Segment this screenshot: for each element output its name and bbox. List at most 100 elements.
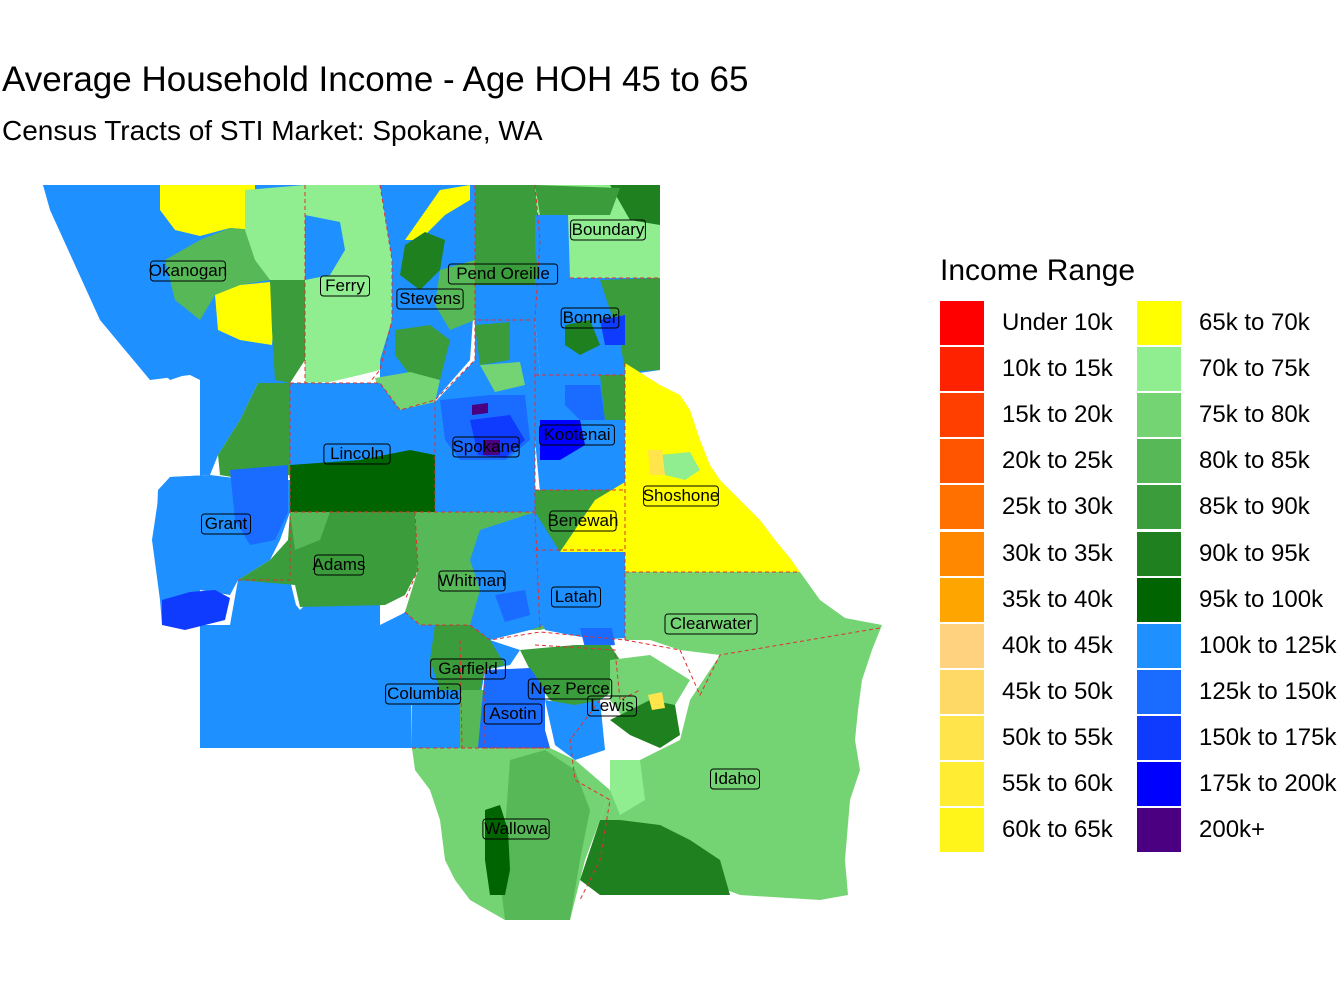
county-name: Nez Perce	[530, 679, 609, 698]
region-lewis-yellow	[648, 692, 665, 710]
county-label-stevens: Stevens	[396, 288, 464, 310]
county-label-boundary: Boundary	[570, 219, 646, 241]
county-label-box	[587, 695, 637, 717]
county-name: Adams	[313, 555, 366, 574]
legend-item: 200k+	[1137, 807, 1337, 853]
legend-item: 35k to 40k	[940, 577, 1140, 623]
legend-swatch	[940, 301, 984, 345]
region-kootenai-dark	[540, 420, 585, 460]
legend-swatch	[940, 669, 984, 714]
county-name: Ferry	[325, 276, 365, 295]
legend-label: 15k to 20k	[1002, 401, 1113, 429]
region-okanogan-ferry-south	[270, 280, 305, 383]
legend-swatch	[1137, 301, 1181, 345]
county-name: Wallowa	[484, 819, 548, 838]
legend-label: 95k to 100k	[1199, 585, 1324, 613]
county-name: Okanogan	[149, 261, 227, 280]
region-spokane-south	[435, 460, 535, 512]
region-wallowa-green	[500, 750, 590, 920]
region-benewah-yellow	[560, 482, 625, 552]
county-label-ferry: Ferry	[320, 275, 370, 297]
county-name: Bonner	[563, 308, 618, 327]
legend-label: 200k+	[1199, 816, 1266, 844]
county-label-spokane: Spokane	[452, 436, 520, 458]
county-label-box	[452, 436, 520, 458]
border-pend-boundary	[534, 184, 541, 512]
legend-swatch	[940, 577, 984, 622]
choropleth-map: Okanogan Ferry Stevens Pend Oreille Boundary…	[43, 184, 882, 920]
county-label-wallowa: Wallowa	[482, 818, 550, 840]
region-wallowa-lg	[610, 760, 645, 815]
border-grant-adams	[238, 512, 291, 581]
county-name: Stevens	[399, 289, 460, 308]
legend-item: 80k to 85k	[1137, 438, 1337, 484]
border-whitman-south	[404, 611, 626, 641]
county-label-nez-perce: Nez Perce	[527, 678, 613, 700]
legend-swatch	[940, 762, 984, 806]
legend-title: Income Range	[940, 254, 1136, 287]
region-boundary-mid	[535, 185, 620, 215]
county-label-clearwater: Clearwater	[664, 613, 758, 635]
county-label-box	[430, 658, 506, 680]
legend-item: 55k to 60k	[940, 761, 1140, 807]
region-stevens-green2	[435, 260, 475, 330]
county-label-asotin: Asotin	[483, 703, 543, 725]
region-whitman-blue	[470, 512, 560, 640]
county-name: Shoshone	[643, 486, 720, 505]
legend-item: 40k to 45k	[940, 623, 1140, 669]
legend-item: 65k to 70k	[1137, 300, 1337, 346]
county-label-box	[396, 288, 464, 310]
legend-item: 60k to 65k	[940, 807, 1140, 853]
county-label-pend-oreille: Pend Oreille	[447, 263, 559, 285]
county-name: Clearwater	[670, 614, 753, 633]
county-name: Columbia	[387, 684, 459, 703]
legend-swatch	[940, 808, 984, 853]
legend-label: 10k to 15k	[1002, 355, 1113, 383]
county-labels: Okanogan Ferry Stevens Pend Oreille Boundary…	[149, 219, 760, 840]
county-name: Idaho	[714, 769, 757, 788]
border-adams-whitman	[404, 511, 419, 601]
legend-swatch	[1137, 577, 1181, 622]
county-label-box	[150, 260, 226, 282]
legend-item: 45k to 50k	[940, 669, 1140, 715]
border-ferry-stevens	[369, 184, 393, 383]
region-adams-lg	[290, 512, 330, 550]
legend-label: 40k to 45k	[1002, 631, 1113, 659]
region-garfield-south	[460, 690, 485, 748]
legend-item: 10k to 15k	[940, 346, 1140, 392]
county-label-box	[560, 307, 620, 329]
region-grant	[218, 383, 290, 480]
county-name: Boundary	[572, 220, 645, 239]
county-name: Asotin	[489, 704, 536, 723]
legend-item: Under 10k	[940, 300, 1140, 346]
region-lewis-dg	[610, 700, 680, 748]
region-nez-perce	[520, 645, 620, 710]
county-label-box	[551, 586, 601, 608]
legend-swatch	[1137, 623, 1181, 668]
region-stevens-yellow	[405, 185, 470, 240]
county-name: Kootenai	[543, 425, 610, 444]
legend-label: 60k to 65k	[1002, 816, 1113, 844]
county-name: Latah	[555, 587, 598, 606]
legend-swatch	[1137, 808, 1181, 853]
region-ferry-blue	[305, 215, 345, 280]
county-label-box	[643, 485, 719, 507]
legend-item: 75k to 80k	[1137, 392, 1337, 438]
county-borders	[238, 184, 881, 901]
legend-label: 55k to 60k	[1002, 770, 1113, 797]
county-label-box	[710, 768, 760, 790]
county-label-box	[483, 703, 543, 725]
county-name: Whitman	[438, 571, 505, 590]
county-label-garfield: Garfield	[430, 658, 506, 680]
region-adams	[238, 512, 418, 607]
county-label-shoshone: Shoshone	[643, 485, 720, 507]
region-pend-oreille-blue	[475, 285, 535, 328]
legend-swatch	[1137, 715, 1181, 760]
legend-item: 15k to 20k	[940, 392, 1140, 438]
county-label-benewah: Benewah	[548, 510, 618, 532]
border-whitman-latah	[534, 511, 541, 631]
legend-item: 125k to 150k	[1137, 669, 1337, 715]
legend-item: 100k to 125k	[1137, 623, 1337, 669]
legend-item: 30k to 35k	[940, 531, 1140, 577]
county-label-lewis: Lewis	[587, 695, 637, 717]
